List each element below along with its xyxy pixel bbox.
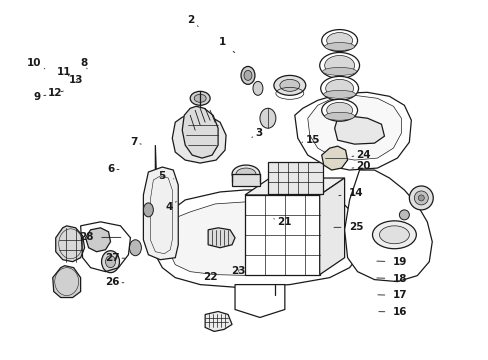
Ellipse shape bbox=[194, 94, 206, 102]
Ellipse shape bbox=[379, 226, 408, 244]
Ellipse shape bbox=[324, 112, 354, 120]
Ellipse shape bbox=[260, 108, 275, 128]
Text: 1: 1 bbox=[219, 37, 234, 53]
Ellipse shape bbox=[190, 91, 210, 105]
Polygon shape bbox=[143, 167, 178, 260]
Text: 7: 7 bbox=[129, 138, 141, 147]
Ellipse shape bbox=[319, 53, 359, 78]
Text: 25: 25 bbox=[333, 222, 363, 232]
Text: 11: 11 bbox=[57, 67, 71, 77]
Bar bbox=[244, 195, 319, 275]
Ellipse shape bbox=[241, 67, 254, 84]
Text: 9: 9 bbox=[34, 92, 46, 102]
Text: 28: 28 bbox=[79, 232, 121, 242]
Ellipse shape bbox=[321, 99, 357, 121]
Text: 13: 13 bbox=[69, 75, 83, 85]
Ellipse shape bbox=[143, 203, 153, 217]
Polygon shape bbox=[321, 146, 347, 170]
Ellipse shape bbox=[252, 81, 263, 95]
Polygon shape bbox=[344, 170, 431, 282]
Ellipse shape bbox=[372, 221, 415, 249]
Ellipse shape bbox=[273, 75, 305, 95]
Ellipse shape bbox=[326, 102, 352, 118]
Polygon shape bbox=[56, 226, 84, 262]
Ellipse shape bbox=[244, 71, 251, 80]
Text: 17: 17 bbox=[377, 291, 407, 301]
Polygon shape bbox=[307, 95, 401, 160]
Text: 21: 21 bbox=[273, 217, 291, 227]
Polygon shape bbox=[208, 228, 235, 248]
Text: 27: 27 bbox=[104, 253, 124, 263]
Ellipse shape bbox=[236, 168, 255, 180]
Text: 24: 24 bbox=[351, 150, 370, 160]
Text: 4: 4 bbox=[165, 202, 176, 212]
Text: 16: 16 bbox=[378, 307, 407, 317]
Text: 19: 19 bbox=[376, 257, 407, 267]
Ellipse shape bbox=[408, 186, 432, 210]
Text: 6: 6 bbox=[107, 163, 119, 174]
Polygon shape bbox=[155, 145, 361, 288]
Text: 5: 5 bbox=[158, 171, 174, 181]
Polygon shape bbox=[294, 92, 410, 170]
Ellipse shape bbox=[413, 191, 427, 205]
Polygon shape bbox=[53, 266, 81, 298]
Polygon shape bbox=[244, 178, 344, 195]
Polygon shape bbox=[334, 116, 384, 144]
Ellipse shape bbox=[324, 55, 354, 75]
Text: 8: 8 bbox=[80, 58, 87, 69]
Text: 23: 23 bbox=[231, 266, 245, 276]
Text: 20: 20 bbox=[351, 161, 370, 171]
Text: 26: 26 bbox=[104, 277, 123, 287]
Polygon shape bbox=[205, 311, 232, 332]
Text: 14: 14 bbox=[338, 188, 363, 198]
Polygon shape bbox=[235, 285, 285, 318]
Ellipse shape bbox=[324, 42, 354, 50]
Text: 10: 10 bbox=[27, 58, 45, 69]
Bar bbox=[267, 162, 322, 194]
Ellipse shape bbox=[279, 80, 299, 91]
Polygon shape bbox=[85, 228, 110, 252]
Text: 15: 15 bbox=[302, 135, 319, 145]
Ellipse shape bbox=[399, 210, 408, 220]
Ellipse shape bbox=[232, 165, 260, 183]
Ellipse shape bbox=[105, 256, 115, 268]
Ellipse shape bbox=[129, 240, 141, 256]
Ellipse shape bbox=[325, 80, 353, 97]
Text: 22: 22 bbox=[203, 272, 217, 282]
Text: 12: 12 bbox=[48, 88, 63, 98]
Ellipse shape bbox=[322, 67, 356, 75]
Text: 3: 3 bbox=[251, 129, 262, 138]
Text: 18: 18 bbox=[376, 274, 407, 284]
Ellipse shape bbox=[102, 251, 119, 273]
Ellipse shape bbox=[326, 32, 352, 49]
Ellipse shape bbox=[320, 76, 358, 100]
Ellipse shape bbox=[323, 90, 355, 98]
Text: 2: 2 bbox=[187, 15, 198, 27]
Polygon shape bbox=[172, 113, 225, 163]
Polygon shape bbox=[319, 178, 344, 275]
Polygon shape bbox=[182, 106, 218, 158]
Bar bbox=[232, 174, 260, 186]
Polygon shape bbox=[168, 202, 343, 276]
Ellipse shape bbox=[417, 195, 424, 201]
Ellipse shape bbox=[321, 30, 357, 51]
